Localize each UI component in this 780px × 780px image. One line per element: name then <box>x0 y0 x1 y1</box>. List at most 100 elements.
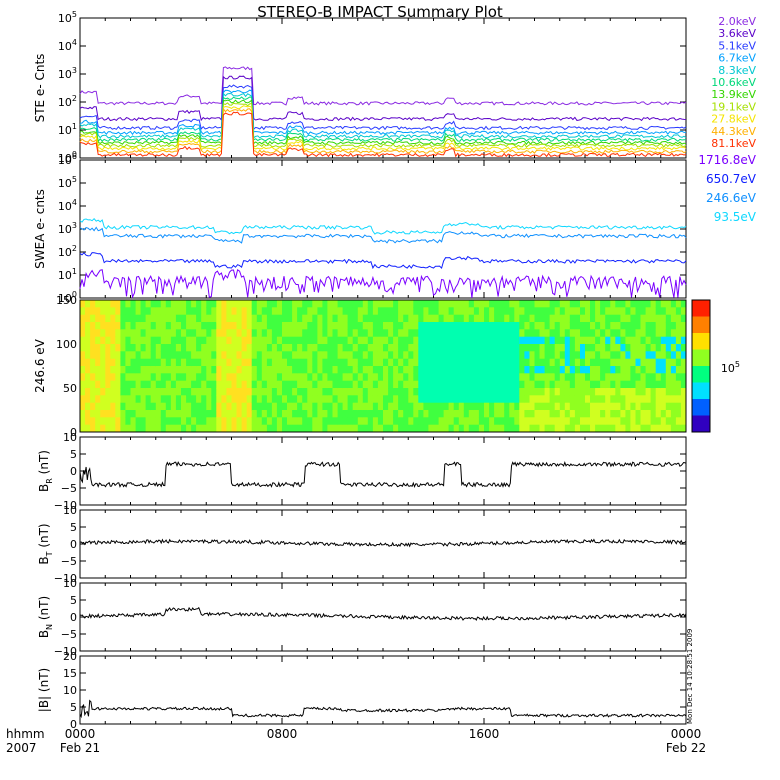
pad-heatmap-cell <box>534 336 540 345</box>
pad-heatmap-cell <box>186 402 192 411</box>
pad-heatmap-cell <box>675 424 682 433</box>
pad-heatmap-cell <box>186 410 192 418</box>
pad-heatmap-cell <box>246 424 253 433</box>
pad-heatmap-cell <box>261 358 268 367</box>
pad-heatmap-cell <box>509 322 515 330</box>
pad-heatmap-cell <box>635 402 641 411</box>
pad-heatmap-cell <box>201 336 207 345</box>
pad-heatmap-cell <box>655 314 662 323</box>
pad-heatmap-cell <box>478 307 485 316</box>
pad-heatmap-cell <box>473 329 480 338</box>
pad-heatmap-cell <box>655 395 662 404</box>
pad-heatmap-cell <box>650 410 657 418</box>
pad-heatmap-cell <box>186 322 192 330</box>
swea-legend-entry: 650.7eV <box>706 172 757 186</box>
pad-heatmap-cell <box>574 380 581 389</box>
pad-heatmap-cell <box>347 329 354 338</box>
pad-heatmap-cell <box>559 307 566 316</box>
pad-heatmap-cell <box>665 373 672 382</box>
pad-heatmap-cell <box>261 300 268 308</box>
pad-heatmap-cell <box>165 388 172 396</box>
pad-heatmap-cell <box>468 388 475 396</box>
pad-heatmap-cell <box>90 329 96 338</box>
pad-heatmap-cell <box>287 388 293 396</box>
pad-heatmap-cell <box>160 329 167 338</box>
pad-heatmap-cell <box>276 329 283 338</box>
pad-heatmap-cell <box>271 388 278 396</box>
pad-heatmap-cell <box>590 351 596 360</box>
pad-heatmap-cell <box>276 322 283 330</box>
pad-heatmap-cell <box>327 373 333 382</box>
pad-heatmap-cell <box>423 417 429 426</box>
pad-heatmap-cell <box>519 322 525 330</box>
pad-heatmap-cell <box>266 388 273 396</box>
pad-heatmap-cell <box>650 322 657 330</box>
pad-heatmap-cell <box>569 329 576 338</box>
pad-heatmap-cell <box>357 329 364 338</box>
pad-heatmap-cell <box>453 410 460 418</box>
pad-heatmap-cell <box>231 395 237 404</box>
pad-heatmap-cell <box>85 358 91 367</box>
bmag-ytick-label: 20 <box>63 650 77 663</box>
pad-heatmap-cell <box>524 395 530 404</box>
ste-legend-entry: 10.6keV <box>711 76 756 89</box>
pad-heatmap-cell <box>155 395 162 404</box>
pad-heatmap-cell <box>266 395 273 404</box>
pad-heatmap-cell <box>140 344 147 352</box>
pad-heatmap-cell <box>191 366 197 374</box>
bmag-ytick-label: 5 <box>70 701 77 714</box>
pad-heatmap-cell <box>216 336 222 345</box>
pad-heatmap-cell <box>610 388 616 396</box>
pad-heatmap-cell <box>428 417 434 426</box>
pad-heatmap-cell <box>539 410 545 418</box>
pad-heatmap-cell <box>347 351 354 360</box>
pad-heatmap-cell <box>352 373 359 382</box>
pad-heatmap-cell <box>478 388 485 396</box>
pad-heatmap-cell <box>473 366 480 374</box>
pad-heatmap-cell <box>90 344 96 352</box>
pad-heatmap-cell <box>453 307 460 316</box>
pad-heatmap-cell <box>473 380 480 389</box>
pad-heatmap-cell <box>372 344 379 352</box>
pad-heatmap-cell <box>226 307 232 316</box>
pad-heatmap-cell <box>463 402 470 411</box>
pad-heatmap-cell <box>625 329 631 338</box>
pad-heatmap-cell <box>337 351 344 360</box>
pad-heatmap-cell <box>357 395 364 404</box>
pad-heatmap-cell <box>261 344 268 352</box>
pad-heatmap-cell <box>135 417 142 426</box>
pad-heatmap-cell <box>125 351 131 360</box>
pad-heatmap-cell <box>478 417 485 426</box>
pad-heatmap-cell <box>539 417 545 426</box>
pad-heatmap-cell <box>236 366 242 374</box>
pad-heatmap-cell <box>433 358 439 367</box>
pad-heatmap-cell <box>256 388 263 396</box>
pad-heatmap-cell <box>105 307 111 316</box>
pad-heatmap-cell <box>428 351 434 360</box>
pad-heatmap-cell <box>312 336 318 345</box>
pad-heatmap-cell <box>534 358 540 367</box>
pad-heatmap-cell <box>302 329 308 338</box>
pad-heatmap-cell <box>630 424 636 433</box>
pad-heatmap-cell <box>246 402 253 411</box>
swea-series-line <box>79 252 687 270</box>
pad-heatmap-cell <box>539 344 545 352</box>
pad-heatmap-cell <box>307 373 313 382</box>
pad-heatmap-cell <box>559 336 566 345</box>
pad-heatmap-cell <box>85 417 91 426</box>
ste-series-line <box>79 111 687 158</box>
pad-heatmap-cell <box>590 402 596 411</box>
pad-heatmap-cell <box>226 373 232 382</box>
pad-heatmap-cell <box>221 300 227 308</box>
pad-heatmap-cell <box>95 322 101 330</box>
pad-heatmap-cell <box>292 329 298 338</box>
pad-heatmap-cell <box>585 417 591 426</box>
pad-heatmap-cell <box>640 373 646 382</box>
pad-heatmap-cell <box>499 402 505 411</box>
pad-heatmap-cell <box>246 410 253 418</box>
pad-heatmap-cell <box>332 329 338 338</box>
pad-heatmap-cell <box>110 336 116 345</box>
pad-heatmap-cell <box>393 314 399 323</box>
pad-heatmap-cell <box>302 402 308 411</box>
